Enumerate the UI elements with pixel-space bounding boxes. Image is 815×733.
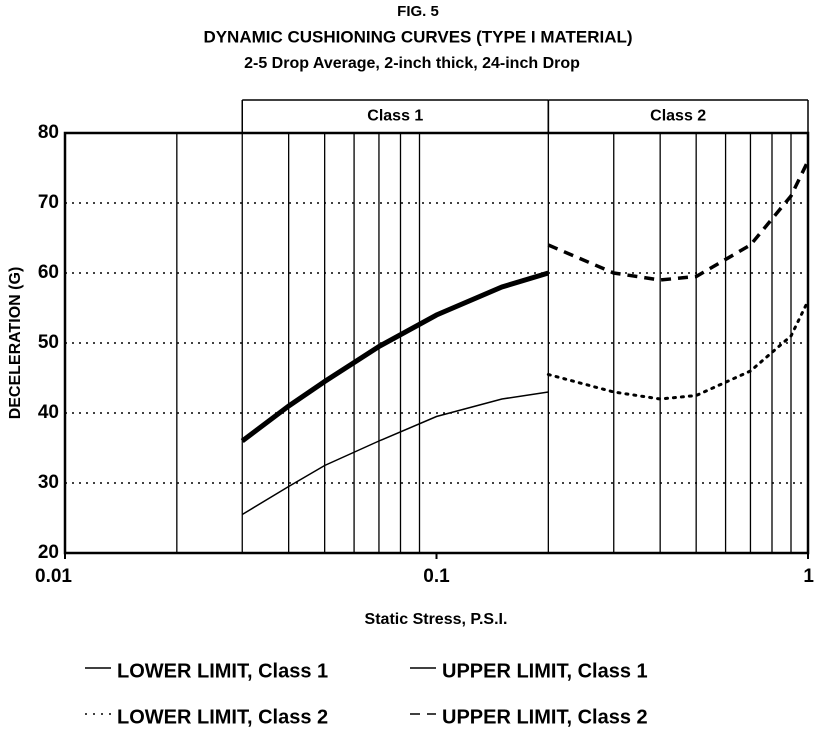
series-line <box>547 160 810 282</box>
series-line <box>240 270 550 443</box>
y-tick-label: 30 <box>38 472 59 493</box>
series-line <box>546 299 810 401</box>
y-tick-label: 20 <box>38 542 59 563</box>
plot-frame <box>63 131 810 555</box>
x-tick-label: 0.1 <box>423 566 450 587</box>
x-tick-label: 0.01 <box>35 566 72 587</box>
y-tick-label: 40 <box>38 402 59 423</box>
x-axis-label: Static Stress, P.S.I. <box>365 611 508 628</box>
legend-label: UPPER LIMIT, Class 1 <box>442 660 648 682</box>
x-tick-label: 1 <box>803 566 814 587</box>
y-tick-label: 70 <box>38 192 59 213</box>
y-axis-label: DECELERATION (G) <box>7 267 24 420</box>
legend-label: LOWER LIMIT, Class 1 <box>117 660 328 682</box>
chart-subtitle: DYNAMIC CUSHIONING CURVES (TYPE I MATERI… <box>203 27 632 46</box>
y-tick-label: 80 <box>38 122 59 143</box>
chart-note: 2-5 Drop Average, 2-inch thick, 24-inch … <box>244 55 580 72</box>
legend-label: LOWER LIMIT, Class 2 <box>117 706 328 728</box>
band-label: Class 1 <box>367 108 423 125</box>
y-tick-label: 50 <box>38 332 59 353</box>
series-line <box>241 391 549 516</box>
legend-label: UPPER LIMIT, Class 2 <box>442 706 648 728</box>
chart-title: FIG. 5 <box>397 3 439 20</box>
y-tick-label: 60 <box>38 262 59 283</box>
band-label: Class 2 <box>650 108 706 125</box>
